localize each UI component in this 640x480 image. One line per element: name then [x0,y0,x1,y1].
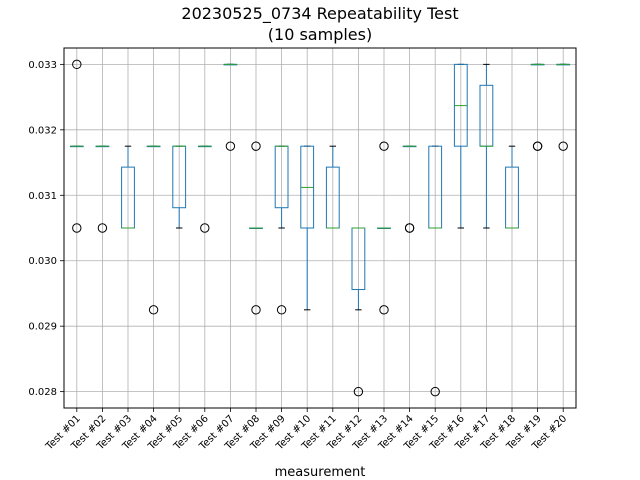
y-tick-label: 0.028 [28,387,57,398]
box-10 [300,145,315,311]
box-series [69,59,571,397]
box-15 [428,145,443,397]
outlier-point [379,141,389,151]
box-4 [146,145,161,315]
box-19 [530,63,545,151]
outlier-point [251,305,261,315]
y-tick-label: 0.032 [28,125,57,136]
box-6 [197,145,212,233]
chart-title: 20230525_0734 Repeatability Test [181,4,458,24]
y-tick-label: 0.030 [28,256,57,267]
outlier-point [558,141,568,151]
plot-frame [63,47,577,409]
outlier-point [379,305,389,315]
outlier-point [276,305,287,315]
box-5 [172,145,187,229]
box-20 [556,63,571,151]
x-axis-label: measurement [275,465,366,480]
box-3 [121,145,135,229]
chart-subtitle: (10 samples) [268,25,372,44]
box-8 [249,141,263,315]
y-tick-label: 0.029 [28,322,57,333]
outlier-point [225,141,236,151]
outlier-point [404,223,415,233]
y-tick-label: 0.033 [28,60,57,71]
box-11 [325,145,340,229]
box-14 [402,145,417,233]
box-17 [479,63,494,229]
outlier-point [72,223,82,233]
outlier-point [430,386,440,397]
outlier-point [200,223,210,233]
outlier-point [72,59,82,70]
outlier-point [148,305,159,315]
box-9 [274,145,289,315]
box-13 [377,141,391,315]
outlier-point [353,386,364,397]
box-16 [453,63,468,229]
box-18 [505,145,519,229]
outlier-point [532,141,543,151]
box-2 [95,145,110,233]
outlier-point [97,223,108,233]
box-12 [351,227,366,397]
box-1 [69,59,84,233]
box-7 [223,63,238,151]
y-tick-label: 0.031 [28,191,57,202]
outlier-point [251,141,261,151]
